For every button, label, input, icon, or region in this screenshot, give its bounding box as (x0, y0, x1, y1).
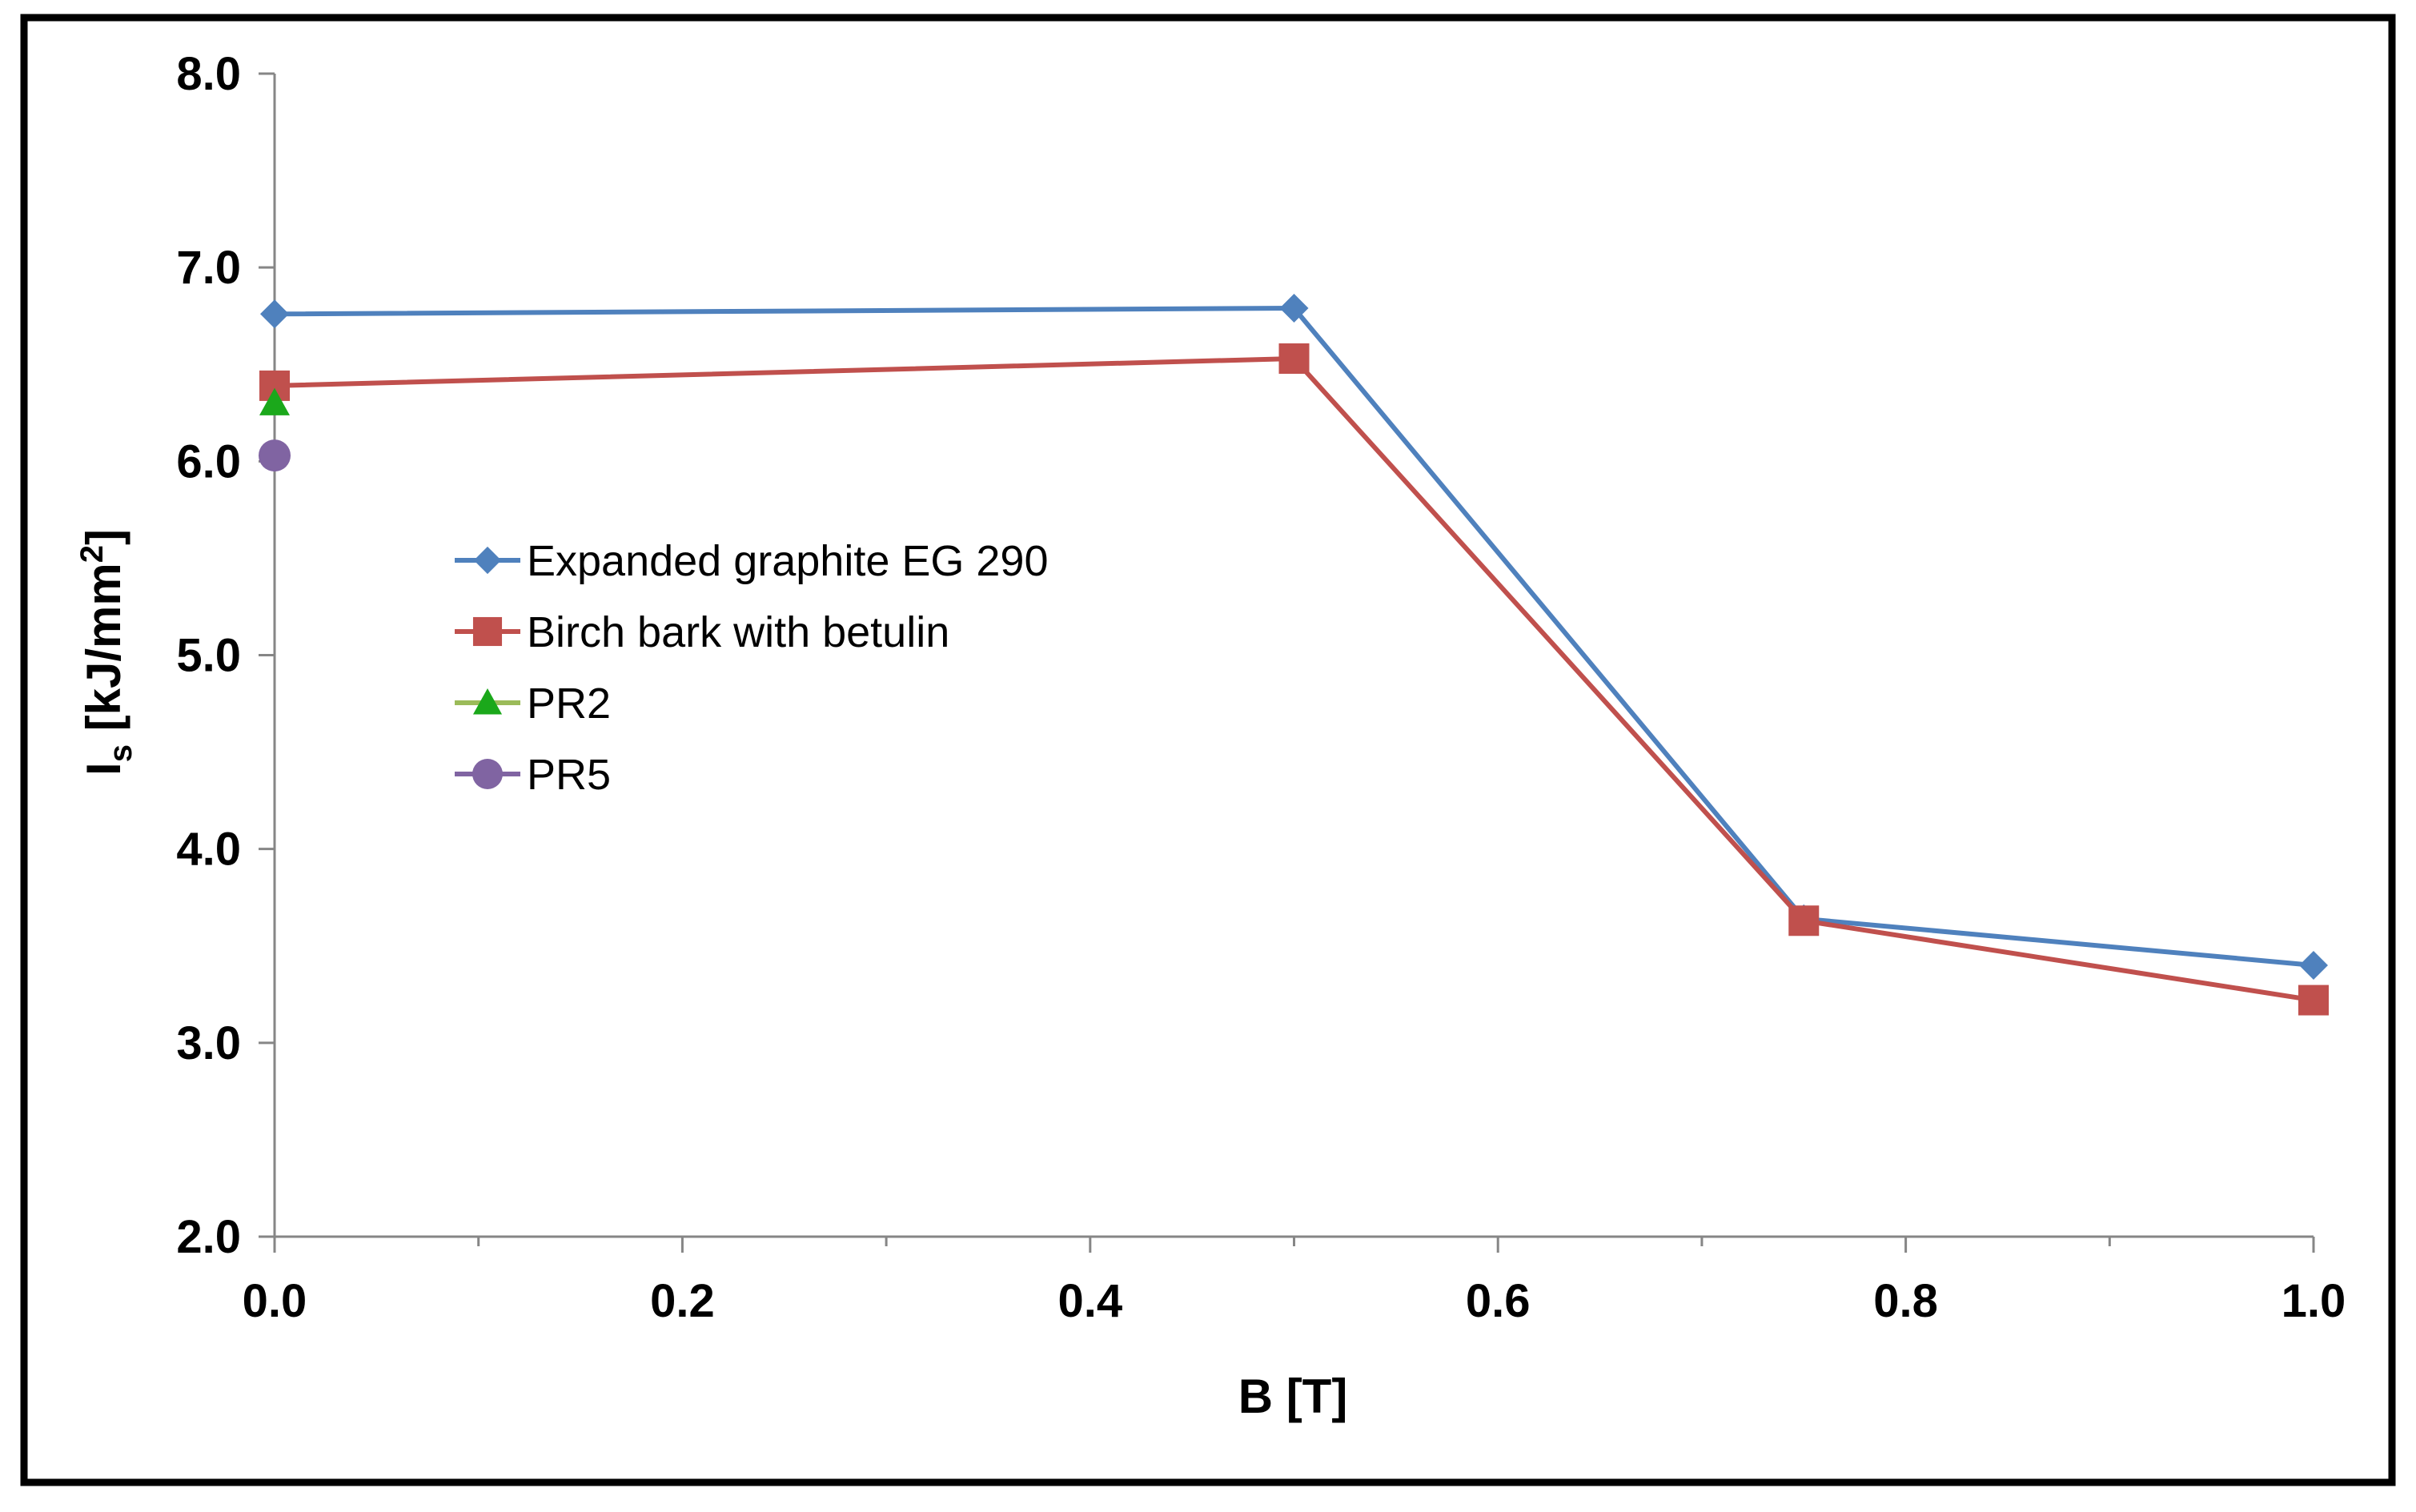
data-point-expanded-graphite-eg-290 (260, 299, 289, 329)
legend-label-expanded-graphite-eg-290: Expanded graphite EG 290 (527, 537, 1048, 585)
data-point-expanded-graphite-eg-290 (2299, 950, 2328, 980)
legend-marker-expanded-graphite-eg-290 (473, 546, 502, 575)
data-point-expanded-graphite-eg-290 (1279, 294, 1309, 323)
y-axis: 2.0 3.0 4.0 5.0 6.0 7.0 8.0 (176, 48, 276, 1263)
y-axis-title-main: I (77, 762, 130, 776)
x-tick-label: 0.2 (650, 1275, 715, 1327)
x-tick-label: 0.4 (1058, 1275, 1122, 1327)
series-line-expanded-graphite-eg-290 (274, 306, 2314, 968)
y-tick-label: 8.0 (176, 48, 241, 100)
chart-frame (20, 14, 2396, 1486)
legend-label-pr2: PR2 (527, 680, 611, 728)
x-tick-label: 0.0 (243, 1275, 307, 1327)
x-tick-label: 0.6 (1466, 1275, 1531, 1327)
y-tick-label: 5.0 (176, 630, 241, 682)
y-axis-title-close: ] (77, 529, 130, 545)
plot-area (259, 294, 2329, 1016)
y-tick-label: 2.0 (176, 1211, 241, 1263)
x-tick-label: 1.0 (2282, 1275, 2346, 1327)
y-axis-title-units: [kJ/mm (77, 563, 130, 744)
y-axis-title-superscript: 2 (74, 545, 110, 563)
x-axis: 0.0 0.2 0.4 0.6 0.8 1.0 (243, 1235, 2346, 1327)
data-point-birch-bark-with-betulin (2298, 985, 2329, 1016)
legend: Expanded graphite EG 290 Birch bark with … (455, 537, 1048, 799)
y-axis-title: Is [kJ/mm2] (74, 529, 138, 776)
x-axis-title: B [T] (1238, 1370, 1348, 1423)
y-tick-label: 6.0 (176, 435, 241, 487)
data-point-birch-bark-with-betulin (1788, 905, 1820, 936)
data-point-pr2 (259, 387, 290, 415)
legend-label-birch-bark-with-betulin: Birch bark with betulin (527, 608, 949, 656)
legend-marker-pr5 (472, 759, 503, 789)
y-tick-label: 7.0 (176, 242, 241, 294)
data-point-birch-bark-with-betulin (1278, 343, 1310, 374)
legend-label-pr5: PR5 (527, 751, 611, 799)
x-tick-label: 0.8 (1873, 1275, 1938, 1327)
y-tick-label: 3.0 (176, 1017, 241, 1069)
y-axis-title-subscript: s (103, 744, 138, 762)
series-line-birch-bark-with-betulin (274, 355, 2314, 1003)
data-point-pr5 (259, 439, 291, 472)
legend-marker-pr2 (472, 688, 503, 715)
y-tick-label: 4.0 (176, 824, 241, 876)
legend-marker-birch-bark-with-betulin (472, 616, 503, 647)
